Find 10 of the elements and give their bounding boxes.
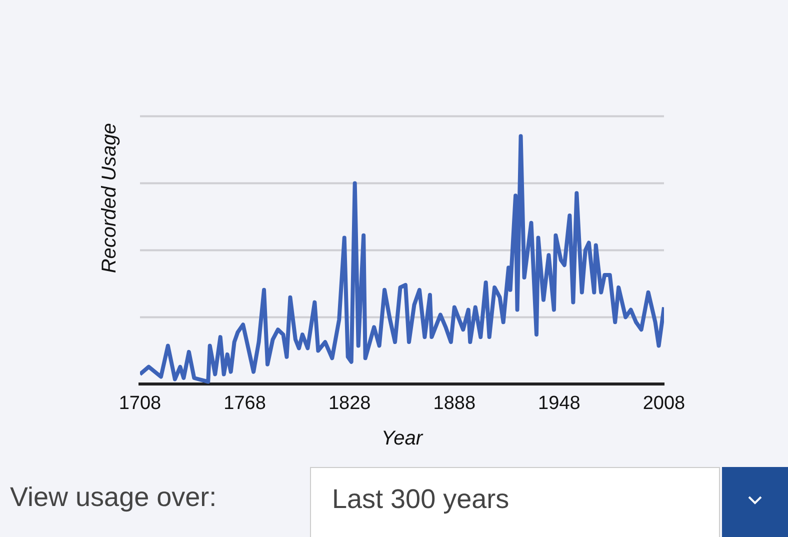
x-tick-label: 1948 bbox=[538, 392, 580, 414]
x-tick-label: 1768 bbox=[224, 392, 266, 414]
x-tick-label: 1888 bbox=[433, 392, 476, 414]
text: View usage over: bbox=[10, 482, 217, 513]
dropdown-field: Last 300 years bbox=[310, 467, 720, 537]
x-tick-label: 1708 bbox=[118, 392, 162, 414]
x-axis-title: Year bbox=[381, 428, 424, 450]
x-tick-label: 1828 bbox=[328, 392, 371, 414]
x-tick-label: 2008 bbox=[642, 392, 686, 414]
y-axis-title: Recorded Usage bbox=[98, 123, 121, 274]
